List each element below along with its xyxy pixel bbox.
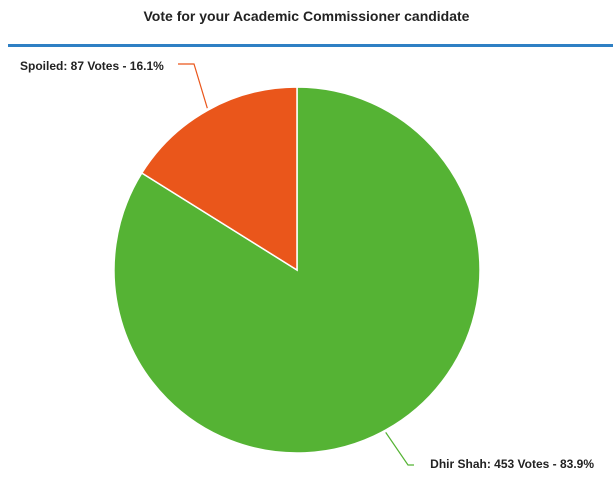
title-divider: [8, 44, 613, 47]
leader-line-dhir-shah: [385, 432, 414, 466]
pie-slices: [113, 86, 481, 454]
leader-lines: [178, 63, 414, 466]
leader-line-spoiled: [178, 63, 208, 109]
slice-label-spoiled: Spoiled: 87 Votes - 16.1%: [20, 59, 164, 73]
slice-label-dhir-shah: Dhir Shah: 453 Votes - 83.9%: [430, 457, 594, 471]
pie-slice-spoiled: [140, 86, 298, 272]
chart-title: Vote for your Academic Commissioner cand…: [143, 8, 470, 24]
